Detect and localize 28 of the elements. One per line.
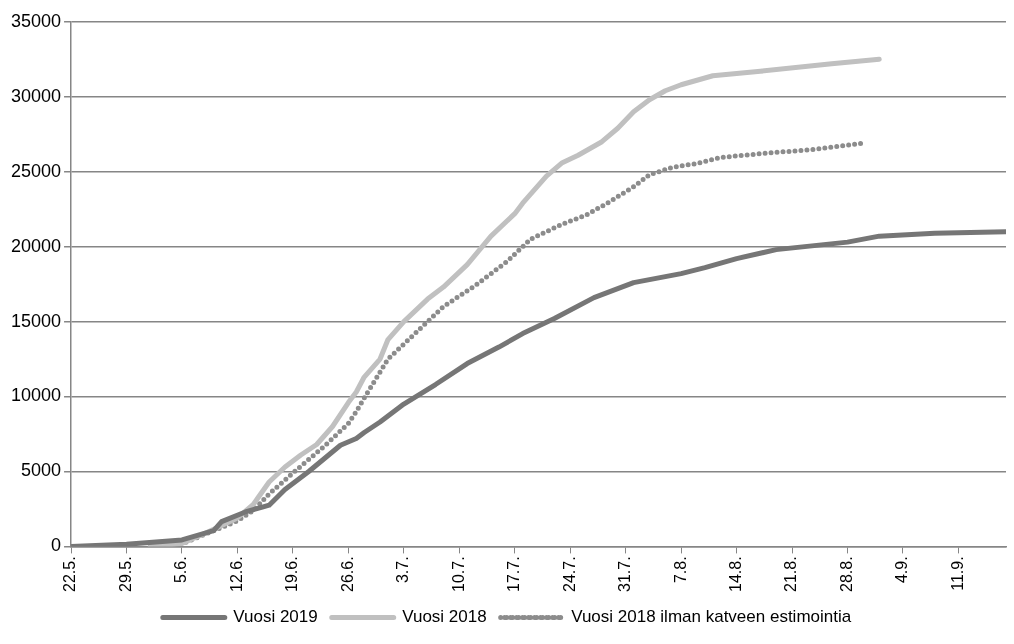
x-tick-label: 4.9. (893, 556, 911, 584)
y-tick-label: 0 (51, 535, 62, 556)
x-tick-label: 7.8. (671, 556, 689, 584)
x-tick-label: 5.6. (172, 556, 190, 584)
x-tick-label: 22.5. (61, 556, 79, 593)
x-tick-label: 10.7. (449, 556, 467, 593)
legend-label: Vuosi 2019 (233, 607, 318, 627)
y-tick-label: 20000 (10, 235, 62, 256)
legend-label: Vuosi 2018 ilman katveen estimointia (571, 607, 852, 627)
y-tick-label: 15000 (10, 310, 62, 331)
x-tick-label: 31.7. (616, 556, 634, 593)
y-tick-label: 35000 (10, 10, 62, 31)
x-tick-label: 19.6. (283, 556, 301, 593)
y-tick-label: 30000 (10, 85, 62, 106)
legend-label: Vuosi 2018 (402, 607, 487, 627)
x-tick-label: 12.6. (227, 556, 245, 593)
y-tick-label: 5000 (21, 460, 62, 481)
x-tick-label: 21.8. (782, 556, 800, 593)
x-tick-label: 14.8. (727, 556, 745, 593)
x-tick-label: 24.7. (560, 556, 578, 593)
x-tick-label: 28.8. (837, 556, 855, 593)
x-tick-label: 26.6. (338, 556, 356, 593)
x-tick-label: 29.5. (116, 556, 134, 593)
y-tick-label: 10000 (10, 385, 62, 406)
x-tick-label: 11.9. (948, 556, 966, 591)
x-tick-label: 3.7. (394, 556, 412, 584)
x-tick-label: 17.7. (505, 556, 523, 593)
y-tick-label: 25000 (10, 160, 62, 181)
